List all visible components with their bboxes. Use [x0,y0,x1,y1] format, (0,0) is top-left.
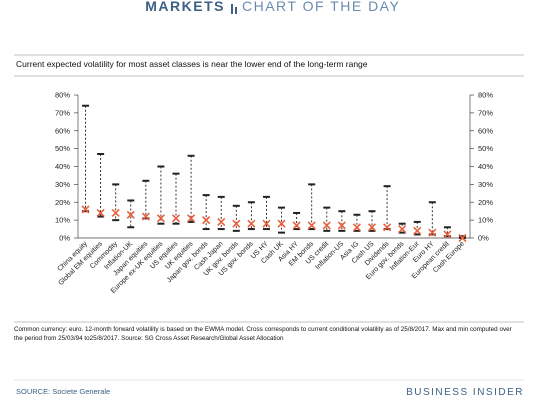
brand: MARKETS [145,0,225,14]
current-cross [202,216,211,225]
current-cross [322,221,331,230]
current-cross [232,219,241,228]
y-tick-label: 20% [478,198,493,207]
chart-title: Current expected volatility for most ass… [16,59,368,69]
current-cross [458,233,467,243]
y-tick-label: 20% [55,198,70,207]
current-cross [292,221,301,230]
y-tick-label: 70% [478,108,493,117]
tagline: CHART OF THE DAY [242,0,400,14]
current-cross [307,221,316,230]
y-tick-label: 30% [478,180,493,189]
y-tick-label: 80% [478,91,493,100]
current-cross [171,214,181,223]
current-cross [337,221,346,230]
note: Common currency: euro. 12-month forward … [14,326,512,342]
current-cross [262,219,271,228]
current-cross [96,208,105,218]
current-cross [428,228,437,237]
y-tick-label: 40% [478,162,493,171]
icon [231,4,233,14]
current-cross [156,214,165,223]
current-cross [398,224,407,234]
y-tick-label: 40% [55,162,70,171]
current-cross [141,212,150,221]
current-cross [443,230,452,239]
footer-brand: BUSINESS INSIDER [406,387,524,398]
y-tick-label: 10% [55,216,70,225]
current-cross [217,217,226,226]
current-cross [247,219,256,228]
y-tick-label: 60% [478,126,493,135]
y-tick-label: 60% [55,126,70,135]
y-tick-label: 30% [55,180,70,189]
y-tick-label: 0% [59,234,70,243]
current-cross [126,210,135,219]
current-cross [383,223,392,232]
source: SOURCE: Societe Generale [16,387,110,396]
y-tick-label: 0% [478,234,489,243]
current-cross [277,219,286,228]
y-tick-label: 50% [478,144,493,153]
current-cross [367,223,377,232]
y-tick-label: 70% [55,108,70,117]
current-cross [413,226,422,235]
current-cross [352,223,361,232]
current-cross [187,214,196,223]
icon [235,7,237,14]
current-cross [81,205,90,214]
y-tick-label: 80% [55,91,70,100]
y-tick-label: 10% [478,216,493,225]
y-tick-label: 50% [55,144,70,153]
current-cross [111,208,120,218]
